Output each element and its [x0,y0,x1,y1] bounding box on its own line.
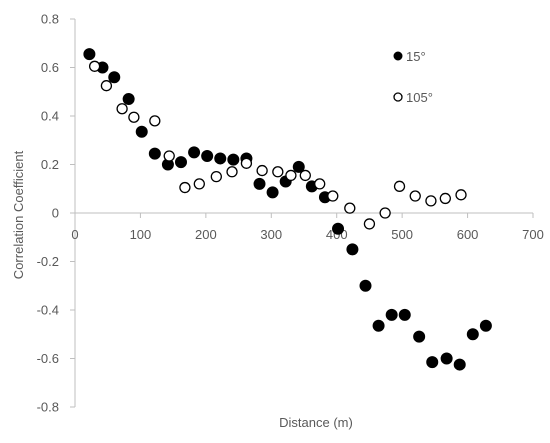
x-tick-label: 700 [522,227,544,242]
legend-marker-105 [393,92,403,102]
y-tick-label: 0.8 [41,12,59,27]
data-point-series-2 [425,195,437,207]
y-tick-label: -0.4 [37,303,59,318]
points-layer [83,48,492,371]
data-point-series-1 [174,156,187,169]
x-tick-label: 0 [71,227,78,242]
data-point-series-2 [210,170,222,183]
data-point-series-1 [266,186,279,199]
data-point-series-1 [466,328,479,341]
data-point-series-2 [344,202,356,214]
data-point-series-1 [122,93,135,106]
data-point-series-2 [314,178,326,190]
data-point-series-2 [128,111,140,123]
axes-layer: -0.8-0.6-0.4-0.200.20.40.60.801002003004… [37,12,544,415]
data-point-series-2 [285,169,297,182]
data-point-series-2 [240,157,253,169]
data-point-series-2 [193,178,205,190]
data-point-series-1 [385,308,398,321]
x-axis-title: Distance (m) [279,415,353,430]
x-tick-label: 500 [391,227,413,242]
data-point-series-1 [148,147,161,160]
data-point-series-2 [163,150,175,162]
data-point-series-2 [393,180,406,192]
data-point-series-1 [108,71,121,84]
y-tick-label: 0.4 [41,109,59,124]
y-tick-label: 0.6 [41,60,59,75]
data-point-series-1 [346,243,359,256]
data-point-series-2 [100,80,113,92]
y-tick-label: -0.6 [37,351,59,366]
legend: 15° 105° [393,49,433,105]
data-point-series-1 [426,356,439,369]
legend-marker-15 [393,51,403,61]
y-tick-label: -0.2 [37,254,59,269]
data-point-series-1 [453,358,466,371]
data-point-series-2 [116,103,128,115]
data-point-series-1 [359,279,372,292]
data-point-series-1 [83,48,96,61]
data-point-series-1 [201,150,214,163]
data-point-series-2 [379,207,391,219]
data-point-series-2 [363,218,376,230]
data-point-series-2 [88,60,101,72]
data-point-series-2 [226,166,238,178]
legend-label-15: 15° [406,49,426,64]
data-point-series-1 [227,153,240,166]
data-point-series-2 [149,115,161,127]
data-point-series-1 [214,152,227,165]
data-point-series-1 [372,319,385,332]
data-point-series-1 [253,177,266,190]
data-point-series-2 [256,164,268,177]
data-point-series-2 [299,169,311,182]
data-point-series-1 [135,125,148,138]
y-tick-label: -0.8 [37,400,59,415]
y-axis-title: Correlation Coefficient [11,150,26,279]
data-point-series-1 [479,319,492,332]
data-point-series-1 [440,352,453,365]
data-point-series-1 [413,330,426,343]
y-tick-label: 0.2 [41,157,59,172]
data-point-series-2 [179,181,191,194]
x-tick-label: 200 [195,227,217,242]
data-point-series-1 [292,160,305,173]
data-point-series-1 [332,222,345,235]
data-point-series-2 [409,190,421,202]
data-point-series-2 [272,166,284,178]
data-point-series-2 [455,189,467,201]
x-tick-label: 600 [457,227,479,242]
x-tick-label: 100 [130,227,152,242]
data-point-series-1 [188,146,201,159]
x-tick-label: 300 [260,227,282,242]
legend-label-105: 105° [406,90,433,105]
data-point-series-2 [439,192,451,205]
y-tick-label: 0 [52,206,59,221]
data-point-series-2 [327,190,339,202]
data-point-series-1 [398,308,411,321]
